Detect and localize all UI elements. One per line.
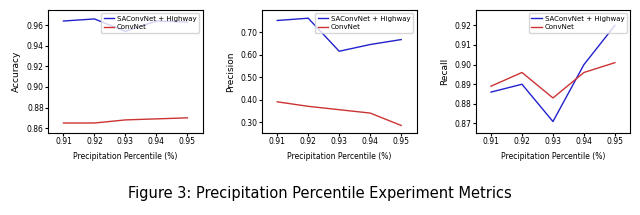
Y-axis label: Accuracy: Accuracy [12, 51, 21, 92]
Line: SAConvNet + Highway: SAConvNet + Highway [63, 19, 188, 31]
X-axis label: Precipitation Percentile (%): Precipitation Percentile (%) [500, 152, 605, 161]
ConvNet [549, 97, 557, 99]
ConvNet [60, 122, 67, 124]
SAConvNet + Highway [335, 50, 343, 52]
SAConvNet + Highway [397, 38, 405, 41]
SAConvNet + Highway [580, 63, 588, 66]
ConvNet [152, 118, 160, 120]
Legend: SAConvNet + Highway, ConvNet: SAConvNet + Highway, ConvNet [315, 13, 413, 33]
ConvNet [366, 112, 374, 114]
SAConvNet + Highway [152, 20, 160, 22]
SAConvNet + Highway [366, 43, 374, 46]
ConvNet [580, 71, 588, 74]
SAConvNet + Highway [273, 19, 281, 22]
Y-axis label: Recall: Recall [440, 58, 449, 85]
Line: ConvNet: ConvNet [277, 102, 401, 125]
ConvNet [305, 105, 312, 108]
Line: SAConvNet + Highway: SAConvNet + Highway [491, 25, 615, 121]
ConvNet [518, 71, 526, 74]
Y-axis label: Precision: Precision [226, 51, 235, 92]
ConvNet [397, 124, 405, 127]
X-axis label: Precipitation Percentile (%): Precipitation Percentile (%) [287, 152, 392, 161]
SAConvNet + Highway [60, 20, 67, 22]
Line: ConvNet: ConvNet [491, 63, 615, 98]
Legend: SAConvNet + Highway, ConvNet: SAConvNet + Highway, ConvNet [101, 13, 200, 33]
ConvNet [611, 61, 619, 64]
ConvNet [184, 117, 191, 119]
SAConvNet + Highway [122, 30, 129, 33]
Line: ConvNet: ConvNet [63, 118, 188, 123]
SAConvNet + Highway [91, 18, 99, 20]
SAConvNet + Highway [487, 91, 495, 93]
SAConvNet + Highway [549, 120, 557, 123]
SAConvNet + Highway [518, 83, 526, 86]
SAConvNet + Highway [184, 21, 191, 23]
ConvNet [487, 85, 495, 88]
ConvNet [273, 101, 281, 103]
X-axis label: Precipitation Percentile (%): Precipitation Percentile (%) [73, 152, 178, 161]
ConvNet [91, 122, 99, 124]
SAConvNet + Highway [305, 17, 312, 20]
SAConvNet + Highway [611, 24, 619, 27]
ConvNet [335, 108, 343, 111]
Legend: SAConvNet + Highway, ConvNet: SAConvNet + Highway, ConvNet [529, 13, 627, 33]
Text: Figure 3: Precipitation Percentile Experiment Metrics: Figure 3: Precipitation Percentile Exper… [128, 186, 512, 201]
ConvNet [122, 119, 129, 121]
Line: SAConvNet + Highway: SAConvNet + Highway [277, 18, 401, 51]
